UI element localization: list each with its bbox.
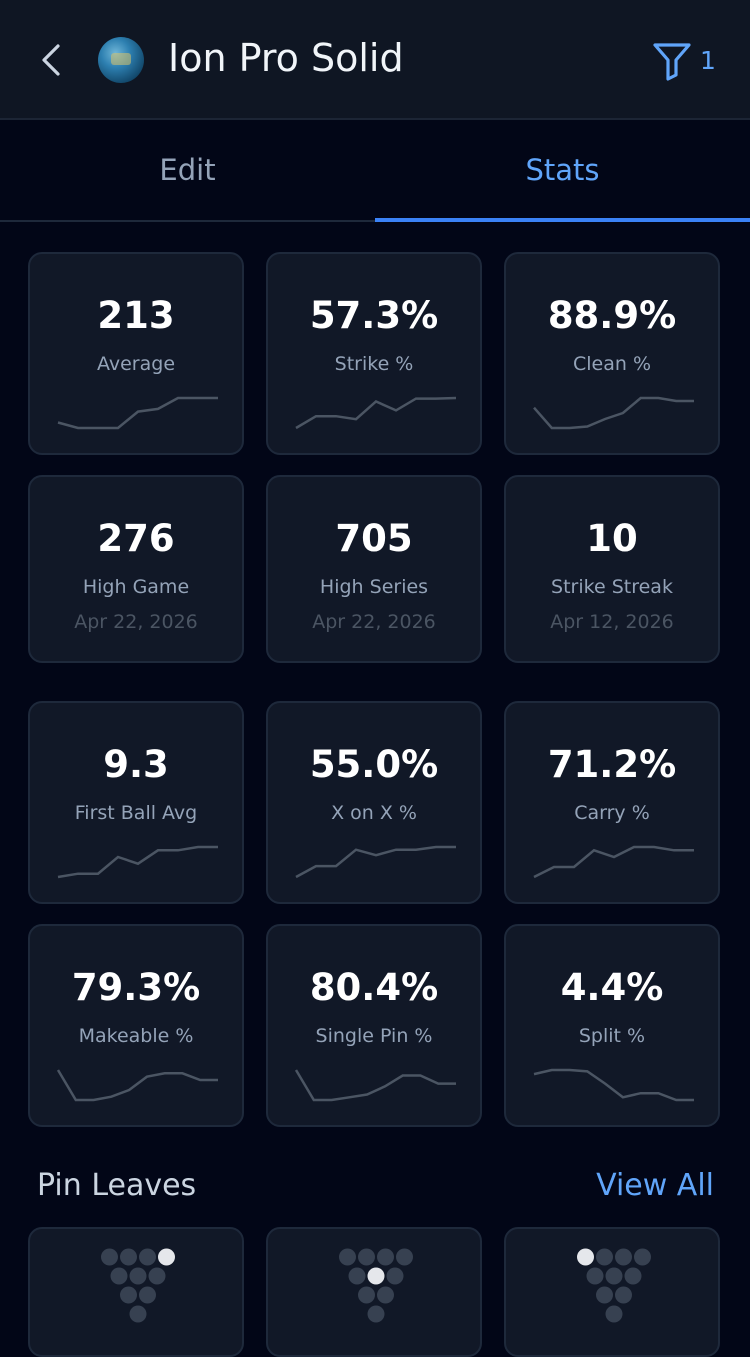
view-all-link[interactable]: View All (596, 1168, 714, 1203)
back-arrow-icon[interactable] (36, 40, 68, 80)
stat-value: 10 (586, 517, 638, 560)
stat-value: 276 (97, 517, 175, 560)
pin-7 (339, 1248, 356, 1266)
pin-diagram (339, 1248, 413, 1323)
pin-7 (101, 1248, 118, 1266)
pin-2 (358, 1286, 375, 1304)
stat-card-split-pct[interactable]: 4.4% Split % (504, 924, 720, 1127)
stat-card-high-series[interactable]: 705 High Series Apr 22, 2026 (266, 475, 482, 663)
filter-icon[interactable] (652, 41, 692, 81)
stat-label: Clean % (572, 353, 651, 375)
stat-card-high-game[interactable]: 276 High Game Apr 22, 2026 (28, 475, 244, 663)
tab-stats[interactable]: Stats (525, 153, 600, 187)
pin-5 (129, 1267, 147, 1285)
pin-8 (120, 1248, 137, 1266)
stat-date: Apr 22, 2026 (312, 611, 436, 633)
pin-10 (158, 1248, 175, 1266)
sparkline-chart (57, 396, 218, 430)
pin-1 (367, 1305, 385, 1323)
stat-label: High Game (82, 576, 190, 598)
tab-bar: Edit Stats (0, 120, 750, 222)
pin-2 (596, 1286, 613, 1304)
stat-value: 9.3 (103, 743, 169, 786)
sparkline-chart (533, 1068, 694, 1102)
pin-4 (586, 1267, 604, 1285)
sparkline-chart (295, 396, 457, 430)
pin-5 (605, 1267, 623, 1285)
pin-leave-card[interactable] (266, 1227, 482, 1357)
stat-value: 80.4% (309, 966, 439, 1009)
active-tab-indicator (375, 218, 750, 222)
stat-label: First Ball Avg (74, 802, 198, 824)
pin-6 (148, 1267, 166, 1285)
stat-card-single-pin-pct[interactable]: 80.4% Single Pin % (266, 924, 482, 1127)
stat-label: Single Pin % (315, 1025, 433, 1047)
pin-leave-card[interactable] (28, 1227, 244, 1357)
stat-label: Average (96, 353, 176, 375)
pin-diagram (577, 1248, 651, 1323)
stat-card-carry-pct[interactable]: 71.2% Carry % (504, 701, 720, 904)
pin-diagram (101, 1248, 175, 1323)
tab-divider (0, 220, 375, 222)
stat-card-makeable-pct[interactable]: 79.3% Makeable % (28, 924, 244, 1127)
stat-label: X on X % (331, 802, 417, 824)
stat-label: Split % (578, 1025, 646, 1047)
stat-value: 88.9% (547, 294, 677, 337)
stat-value: 55.0% (309, 743, 439, 786)
stat-label: Strike Streak (551, 576, 673, 598)
page-title: Ion Pro Solid (168, 36, 404, 80)
pin-9 (377, 1248, 394, 1266)
stat-label: High Series (319, 576, 429, 598)
pin-leave-card[interactable] (504, 1227, 720, 1357)
stat-card-x-on-x-pct[interactable]: 55.0% X on X % (266, 701, 482, 904)
pin-3 (377, 1286, 394, 1304)
pin-8 (596, 1248, 613, 1266)
pin-10 (634, 1248, 651, 1266)
bowling-ball-avatar (98, 37, 144, 83)
stat-card-first-ball-avg[interactable]: 9.3 First Ball Avg (28, 701, 244, 904)
stat-card-strike-streak[interactable]: 10 Strike Streak Apr 12, 2026 (504, 475, 720, 663)
pin-1 (129, 1305, 147, 1323)
pin-leaves-heading: Pin Leaves (37, 1168, 197, 1203)
stat-date: Apr 22, 2026 (74, 611, 198, 633)
stat-value: 79.3% (71, 966, 201, 1009)
sparkline-chart (57, 845, 218, 879)
stat-label: Makeable % (78, 1025, 194, 1047)
pin-2 (120, 1286, 137, 1304)
stat-card-strike-pct[interactable]: 57.3% Strike % (266, 252, 482, 455)
app-header: Ion Pro Solid 1 (0, 0, 750, 120)
sparkline-chart (56, 1069, 218, 1102)
pin-3 (615, 1286, 632, 1304)
pin-9 (615, 1248, 632, 1266)
stat-label: Strike % (334, 353, 414, 375)
sparkline-chart (533, 845, 694, 879)
pin-10 (396, 1248, 413, 1266)
stat-value: 213 (97, 294, 175, 337)
filter-count-badge[interactable]: 1 (700, 46, 716, 75)
tab-edit[interactable]: Edit (159, 153, 216, 187)
pin-9 (139, 1248, 156, 1266)
stat-date: Apr 12, 2026 (550, 611, 674, 633)
stat-value: 4.4% (560, 966, 664, 1009)
pin-3 (139, 1286, 156, 1304)
pin-5 (367, 1267, 385, 1285)
pin-1 (605, 1305, 623, 1323)
stat-card-clean-pct[interactable]: 88.9% Clean % (504, 252, 720, 455)
pin-6 (386, 1267, 404, 1285)
stat-value: 57.3% (309, 294, 439, 337)
stat-label: Carry % (574, 802, 650, 824)
stat-card-average[interactable]: 213 Average (28, 252, 244, 455)
pin-8 (358, 1248, 375, 1266)
stat-value: 705 (335, 517, 413, 560)
pin-4 (110, 1267, 128, 1285)
sparkline-chart (295, 845, 456, 879)
sparkline-chart (294, 1069, 456, 1102)
pin-4 (348, 1267, 366, 1285)
sparkline-chart (533, 396, 694, 430)
stat-value: 71.2% (547, 743, 677, 786)
pin-7 (577, 1248, 594, 1266)
pin-6 (624, 1267, 642, 1285)
